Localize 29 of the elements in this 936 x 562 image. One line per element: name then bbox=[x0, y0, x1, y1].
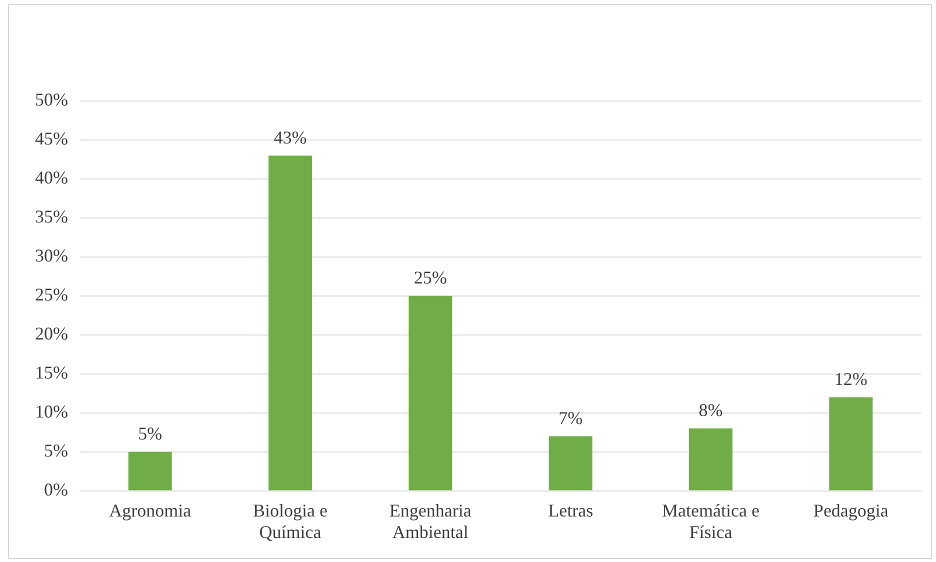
y-tick-label: 0% bbox=[44, 480, 68, 500]
x-tick-label: Matemática e Física bbox=[662, 500, 760, 542]
data-label: 12% bbox=[834, 368, 868, 389]
y-tick-label: 30% bbox=[34, 246, 68, 266]
y-tick-label: 15% bbox=[34, 362, 68, 383]
data-label: 5% bbox=[138, 424, 162, 444]
y-tick-label: 50% bbox=[34, 90, 68, 110]
y-tick-label: 10% bbox=[34, 402, 68, 422]
bar bbox=[829, 397, 873, 490]
bar bbox=[408, 296, 452, 490]
y-tick-label: 40% bbox=[34, 168, 68, 188]
data-label: 8% bbox=[698, 400, 723, 420]
bar bbox=[548, 436, 592, 490]
x-tick-label: Pedagogia bbox=[813, 500, 888, 520]
data-label: 7% bbox=[558, 408, 583, 428]
x-tick-label: Biologia e Química bbox=[252, 500, 328, 542]
x-tick-label: Agronomia bbox=[109, 500, 192, 520]
y-tick-label: 20% bbox=[34, 324, 68, 344]
x-tick-label: Letras bbox=[548, 500, 594, 520]
bar bbox=[268, 156, 312, 490]
bar bbox=[128, 452, 172, 490]
y-tick-label: 45% bbox=[34, 128, 68, 149]
y-tick-label: 25% bbox=[34, 284, 68, 305]
y-tick-label: 5% bbox=[44, 440, 68, 461]
y-tick-label: 35% bbox=[34, 206, 68, 227]
bar bbox=[689, 428, 732, 490]
data-label: 43% bbox=[274, 127, 307, 148]
data-label: 25% bbox=[414, 268, 447, 288]
x-tick-label: Engenharia Ambiental bbox=[389, 500, 472, 542]
